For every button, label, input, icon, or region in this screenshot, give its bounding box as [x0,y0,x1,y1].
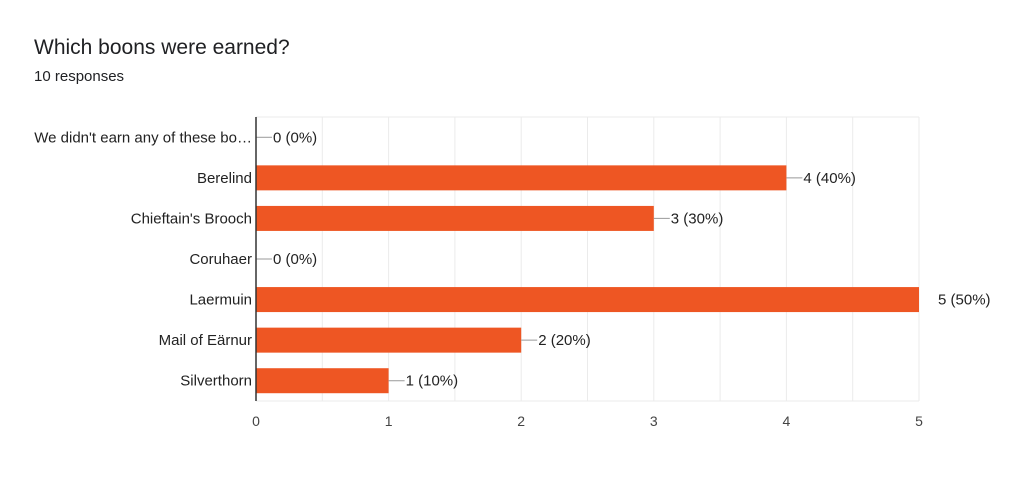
x-tick-label: 0 [252,413,260,429]
bar [256,287,919,313]
bar [256,327,522,353]
x-tick-label: 4 [783,413,791,429]
category-label: Mail of Eärnur [159,332,252,349]
chart-title: Which boons were earned? [34,36,290,59]
category-label: Silverthorn [180,373,252,390]
data-label: 0 (0%) [273,251,317,268]
category-label: Coruhaer [189,251,252,268]
data-label: 2 (20%) [538,332,591,349]
data-label: 3 (30%) [671,210,724,227]
data-label: 4 (40%) [803,170,856,187]
category-label: Berelind [197,170,252,187]
data-label: 0 (0%) [273,129,317,146]
x-tick-label: 5 [915,413,923,429]
bar [256,368,389,394]
response-count: 10 responses [34,68,125,85]
bar [256,165,787,191]
x-tick-label: 3 [650,413,658,429]
category-label: Laermuin [189,292,252,309]
x-tick-label: 1 [385,413,393,429]
category-label: We didn't earn any of these bo… [34,129,252,146]
data-label: 1 (10%) [406,373,459,390]
data-label: 5 (50%) [938,292,991,309]
category-label: Chieftain's Brooch [131,210,252,227]
x-tick-label: 2 [517,413,525,429]
bar [256,205,654,231]
